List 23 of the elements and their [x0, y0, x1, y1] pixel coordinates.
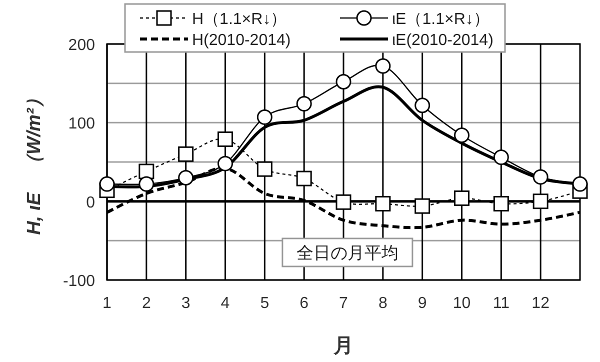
- legend-label: ιE(2010-2014): [392, 32, 494, 49]
- x-tick-label: 5: [260, 295, 270, 312]
- x-tick-label: 8: [378, 295, 388, 312]
- x-tick-label: 11: [492, 295, 510, 312]
- y-tick-label: 0: [86, 194, 96, 212]
- x-tick-label: 10: [452, 295, 471, 312]
- x-tick-label: 12: [532, 295, 550, 312]
- y-tick-label: 100: [68, 116, 96, 133]
- x-axis-title: 月: [332, 335, 354, 357]
- x-tick-label: 1: [102, 295, 112, 312]
- x-tick-label: 9: [418, 295, 427, 312]
- legend-label: ιE（1.1×R↓）: [392, 11, 490, 28]
- y-tick-label: 200: [68, 37, 96, 54]
- x-tick-label: 6: [300, 295, 309, 312]
- x-tick-label: 7: [339, 295, 348, 312]
- y-axis-title: H, ιE （W/m²）: [24, 89, 45, 235]
- y-tick-label: -100: [62, 273, 96, 290]
- x-tick-label: 2: [142, 295, 151, 312]
- x-tick-label: 4: [220, 295, 230, 312]
- x-tick-label: 3: [181, 295, 190, 312]
- legend-label: H(2010-2014): [192, 32, 291, 49]
- annotation: 全日の月平均: [296, 243, 398, 262]
- legend-label: H（1.1×R↓）: [192, 11, 287, 28]
